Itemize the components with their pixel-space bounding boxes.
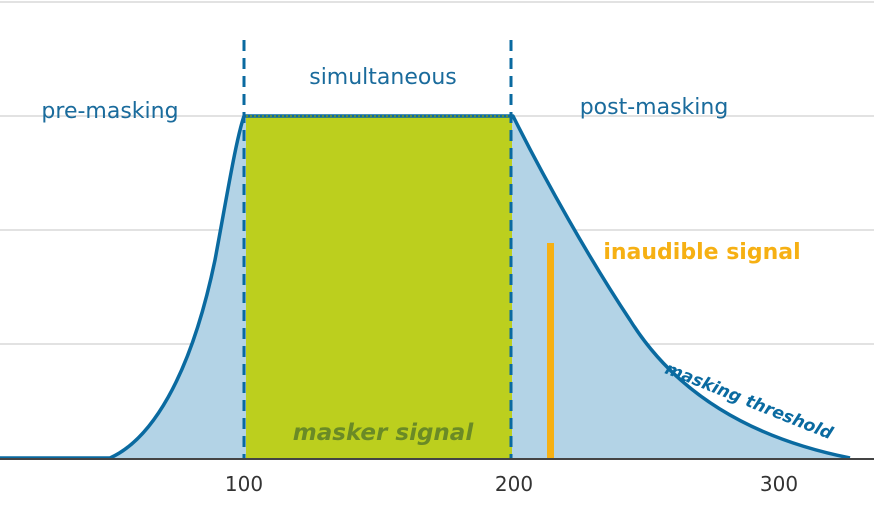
pre-masking-label: pre-masking xyxy=(41,99,178,124)
inaudible-signal-bar xyxy=(547,243,554,458)
x-tick-label-300: 300 xyxy=(760,472,798,496)
simultaneous-label: simultaneous xyxy=(309,65,457,90)
x-tick-label-100: 100 xyxy=(225,472,263,496)
post-masking-label: post-masking xyxy=(580,95,729,120)
masking-threshold-curve xyxy=(0,114,851,460)
x-tick-label-200: 200 xyxy=(495,472,533,496)
masker-signal-block xyxy=(246,116,512,458)
masker-signal-label: masker signal xyxy=(293,420,475,446)
inaudible-signal-label: inaudible signal xyxy=(603,240,800,265)
